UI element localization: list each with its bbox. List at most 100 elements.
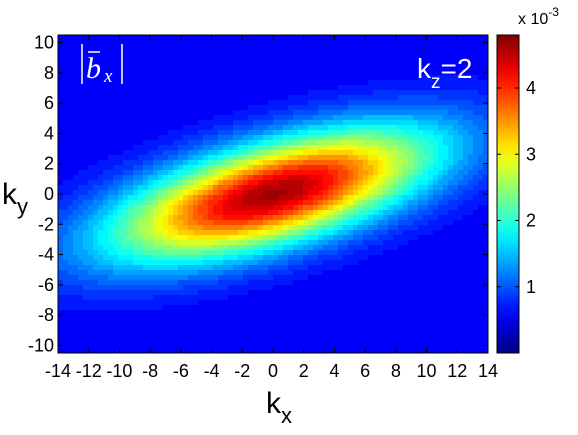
heatmap-cell <box>368 195 374 201</box>
heatmap-cell <box>268 70 274 76</box>
heatmap-cell <box>243 245 249 251</box>
heatmap-cell <box>153 110 159 116</box>
heatmap-cell <box>378 260 384 266</box>
heatmap-cell <box>408 195 414 201</box>
heatmap-cell <box>398 50 404 56</box>
heatmap-cell <box>403 245 409 251</box>
heatmap-cell <box>233 80 239 86</box>
heatmap-cell <box>448 55 454 61</box>
heatmap-cell <box>318 35 324 41</box>
heatmap-cell <box>418 70 424 76</box>
heatmap-cell <box>253 165 259 171</box>
heatmap-cell <box>73 120 79 126</box>
heatmap-cell <box>298 285 304 291</box>
heatmap-cell <box>198 280 204 286</box>
heatmap-cell <box>248 135 254 141</box>
heatmap-cell <box>63 215 69 221</box>
heatmap-cell <box>453 135 459 141</box>
heatmap-cell <box>333 65 339 71</box>
heatmap-cell <box>73 95 79 101</box>
heatmap-cell <box>233 105 239 111</box>
heatmap-cell <box>378 280 384 286</box>
heatmap-cell <box>428 285 434 291</box>
heatmap-cell <box>413 275 419 281</box>
heatmap-cell <box>123 60 129 66</box>
heatmap-cell <box>238 205 244 211</box>
heatmap-cell <box>198 135 204 141</box>
heatmap-cell <box>258 190 264 196</box>
heatmap-cell <box>88 125 94 131</box>
heatmap-cell <box>358 115 364 121</box>
heatmap-cell <box>283 300 289 306</box>
heatmap-cell <box>213 100 219 106</box>
heatmap-cell <box>258 315 264 321</box>
heatmap-cell <box>223 160 229 166</box>
heatmap-cell <box>98 65 104 71</box>
heatmap-cell <box>428 300 434 306</box>
heatmap-cell <box>183 100 189 106</box>
heatmap-cell <box>468 115 474 121</box>
heatmap-cell <box>483 205 488 211</box>
heatmap-cell <box>243 235 249 241</box>
heatmap-cell <box>438 60 444 66</box>
heatmap-cell <box>113 315 119 321</box>
heatmap-cell <box>363 80 369 86</box>
heatmap-cell <box>353 165 359 171</box>
heatmap-cell <box>103 105 109 111</box>
heatmap-cell <box>393 270 399 276</box>
heatmap-cell <box>313 320 319 326</box>
heatmap-cell <box>293 130 299 136</box>
heatmap-cell <box>283 35 289 41</box>
heatmap-cell <box>243 185 249 191</box>
heatmap-cell <box>83 145 89 151</box>
heatmap-cell <box>338 65 344 71</box>
heatmap-cell <box>183 145 189 151</box>
heatmap-cell <box>348 300 354 306</box>
heatmap-cell <box>398 115 404 121</box>
heatmap-cell <box>183 95 189 101</box>
heatmap-cell <box>313 275 319 281</box>
heatmap-cell <box>308 245 314 251</box>
heatmap-cell <box>483 310 488 316</box>
heatmap-cell <box>133 290 139 296</box>
heatmap-cell <box>323 100 329 106</box>
heatmap-cell <box>218 195 224 201</box>
heatmap-cell <box>128 215 134 221</box>
heatmap-cell <box>178 250 184 256</box>
heatmap-cell <box>103 275 109 281</box>
heatmap-cell <box>138 220 144 226</box>
heatmap-cell <box>98 55 104 61</box>
heatmap-cell <box>323 75 329 81</box>
heatmap-cell <box>323 175 329 181</box>
heatmap-cell <box>428 90 434 96</box>
heatmap-cell <box>378 145 384 151</box>
heatmap-cell <box>153 295 159 301</box>
heatmap-cell <box>423 260 429 266</box>
heatmap-cell <box>288 150 294 156</box>
heatmap-cell <box>138 120 144 126</box>
heatmap-cell <box>448 240 454 246</box>
heatmap-cell <box>93 305 99 311</box>
heatmap-cell <box>288 60 294 66</box>
heatmap-cell <box>178 220 184 226</box>
heatmap-cell <box>68 40 74 46</box>
heatmap-cell <box>148 95 154 101</box>
heatmap-cell <box>188 65 194 71</box>
heatmap-cell <box>203 260 209 266</box>
heatmap-cell <box>413 195 419 201</box>
heatmap-cell <box>128 50 134 56</box>
heatmap-cell <box>138 175 144 181</box>
heatmap-cell <box>183 310 189 316</box>
heatmap-cell <box>288 75 294 81</box>
heatmap-cell <box>73 130 79 136</box>
heatmap-cell <box>453 70 459 76</box>
heatmap-cell <box>258 285 264 291</box>
heatmap-cell <box>163 170 169 176</box>
heatmap-cell <box>423 250 429 256</box>
heatmap-cell <box>478 60 484 66</box>
heatmap-cell <box>403 70 409 76</box>
heatmap-cell <box>273 220 279 226</box>
heatmap-cell <box>338 60 344 66</box>
heatmap-cell <box>403 120 409 126</box>
heatmap-cell <box>173 55 179 61</box>
